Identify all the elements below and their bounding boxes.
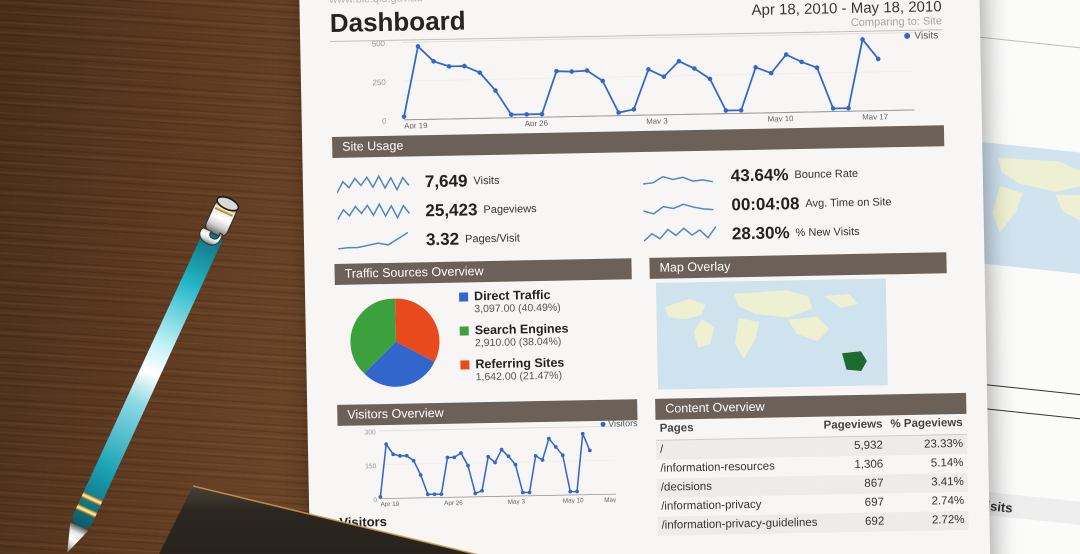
svg-text:500: 500 [372, 39, 386, 48]
svg-text:May 17: May 17 [862, 112, 888, 121]
svg-text:250: 250 [372, 78, 386, 87]
svg-text:300: 300 [364, 429, 376, 436]
svg-text:May: May [604, 497, 617, 504]
svg-text:May 10: May 10 [563, 497, 584, 504]
svg-text:Apr 19: Apr 19 [404, 121, 428, 130]
svg-text:May 10: May 10 [767, 114, 794, 124]
svg-text:May 3: May 3 [646, 117, 668, 126]
svg-text:0: 0 [373, 497, 377, 504]
svg-text:Apr 26: Apr 26 [525, 119, 549, 128]
svg-text:Apr 19: Apr 19 [380, 501, 399, 508]
svg-text:150: 150 [365, 463, 377, 470]
svg-text:Apr 26: Apr 26 [444, 500, 463, 507]
svg-text:May 3: May 3 [508, 498, 526, 505]
svg-text:0: 0 [382, 117, 387, 126]
